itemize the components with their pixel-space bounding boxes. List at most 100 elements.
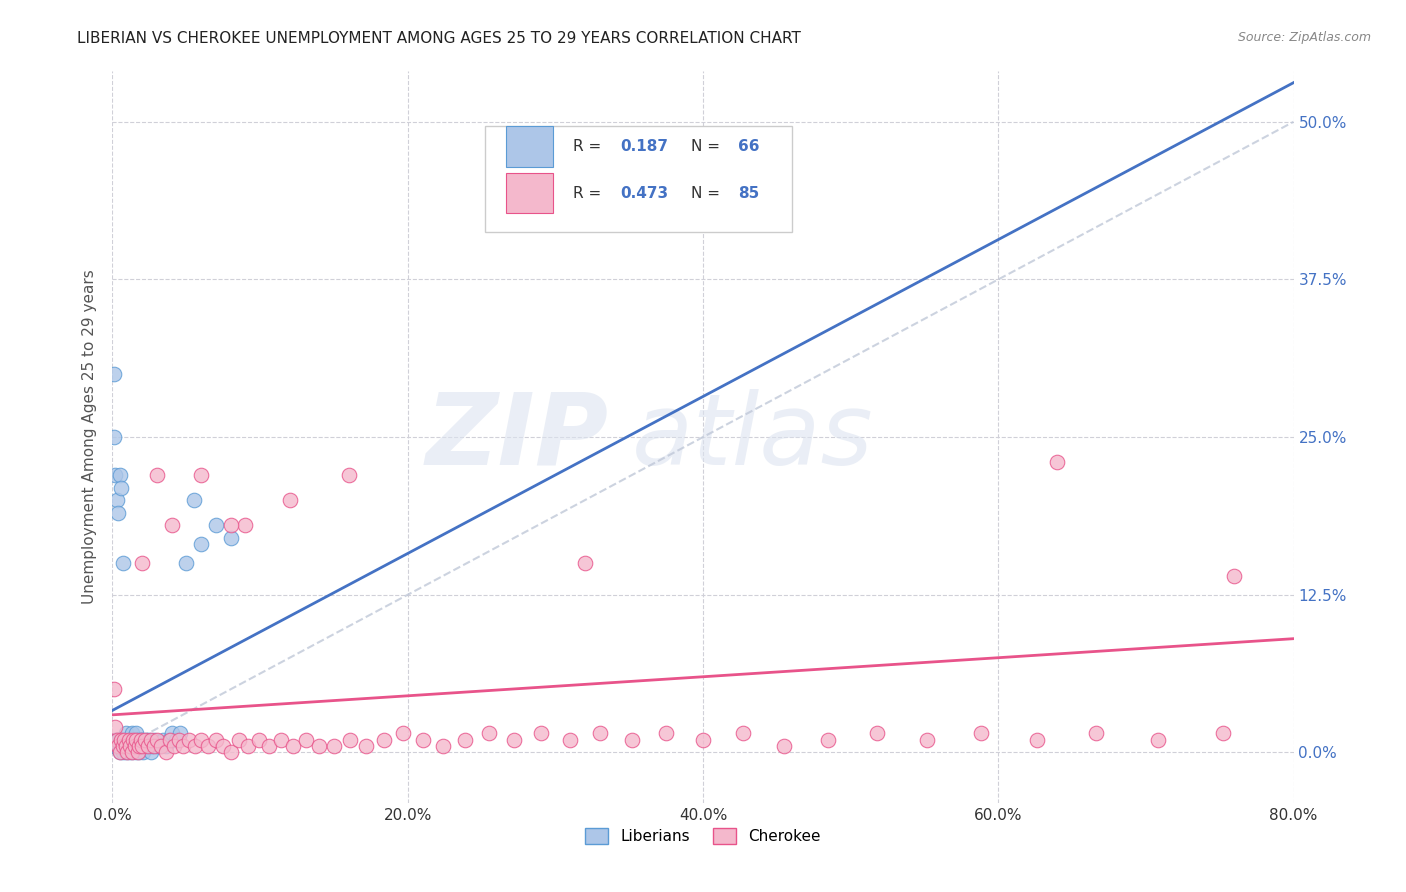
- Point: [114, 745, 136, 759]
- Point: [167, 732, 190, 747]
- FancyBboxPatch shape: [485, 126, 792, 232]
- Point: [121, 745, 143, 759]
- Point: [112, 732, 135, 747]
- Point: [969, 726, 991, 740]
- Point: [112, 739, 135, 753]
- Point: [107, 739, 129, 753]
- Point: [117, 732, 138, 747]
- Point: [392, 726, 415, 740]
- Point: [184, 739, 207, 753]
- Point: [257, 739, 280, 753]
- Point: [247, 732, 270, 747]
- Text: 0.187: 0.187: [620, 139, 668, 154]
- Point: [136, 739, 159, 753]
- Point: [121, 726, 143, 740]
- Point: [917, 732, 939, 747]
- Point: [120, 739, 142, 753]
- Point: [337, 467, 360, 482]
- Point: [103, 367, 125, 381]
- Point: [103, 682, 125, 697]
- Point: [155, 745, 177, 759]
- Point: [432, 739, 454, 753]
- Point: [134, 739, 156, 753]
- Point: [356, 739, 378, 753]
- Point: [179, 732, 201, 747]
- Point: [125, 745, 148, 759]
- Text: 85: 85: [738, 186, 759, 201]
- Point: [163, 739, 186, 753]
- Point: [238, 739, 260, 753]
- Point: [117, 739, 138, 753]
- Point: [129, 732, 152, 747]
- Point: [132, 745, 155, 759]
- Point: [149, 739, 172, 753]
- Point: [478, 726, 501, 740]
- Point: [136, 739, 159, 753]
- Point: [127, 739, 149, 753]
- Point: [146, 739, 169, 753]
- Point: [197, 739, 219, 753]
- Point: [103, 739, 125, 753]
- Point: [150, 739, 173, 753]
- Point: [110, 732, 132, 747]
- Point: [339, 732, 361, 747]
- Point: [558, 732, 582, 747]
- Point: [118, 745, 141, 759]
- Point: [454, 732, 477, 747]
- Point: [120, 739, 142, 753]
- Point: [169, 726, 191, 740]
- Point: [270, 732, 292, 747]
- Point: [152, 732, 174, 747]
- Point: [118, 739, 141, 753]
- Point: [157, 732, 180, 747]
- Point: [107, 739, 129, 753]
- Point: [655, 726, 678, 740]
- Point: [111, 745, 134, 759]
- Point: [205, 732, 228, 747]
- Point: [146, 732, 169, 747]
- Point: [110, 732, 132, 747]
- Point: [773, 739, 796, 753]
- Point: [114, 726, 136, 740]
- Point: [139, 745, 162, 759]
- Point: [1223, 569, 1246, 583]
- Point: [219, 518, 242, 533]
- Text: 0.473: 0.473: [620, 186, 668, 201]
- Point: [190, 467, 212, 482]
- Legend: Liberians, Cherokee: Liberians, Cherokee: [579, 822, 827, 850]
- Point: [155, 739, 177, 753]
- Point: [121, 745, 143, 759]
- Point: [138, 732, 160, 747]
- Point: [105, 732, 128, 747]
- Point: [190, 537, 212, 551]
- Text: R =: R =: [574, 186, 606, 201]
- Point: [1146, 732, 1168, 747]
- Point: [111, 556, 134, 570]
- Point: [295, 732, 318, 747]
- Point: [308, 739, 330, 753]
- Point: [131, 739, 153, 753]
- Point: [574, 556, 596, 570]
- Point: [105, 493, 128, 508]
- Point: [1046, 455, 1069, 469]
- Point: [219, 531, 242, 545]
- Point: [503, 732, 526, 747]
- Point: [125, 732, 148, 747]
- Text: atlas: atlas: [633, 389, 873, 485]
- Point: [183, 493, 205, 508]
- Point: [131, 732, 153, 747]
- Point: [128, 739, 150, 753]
- Point: [619, 140, 641, 154]
- Point: [212, 739, 235, 753]
- Point: [122, 739, 145, 753]
- Text: R =: R =: [574, 139, 606, 154]
- Point: [107, 506, 129, 520]
- Point: [104, 739, 127, 753]
- Point: [122, 732, 145, 747]
- Point: [278, 493, 301, 508]
- Point: [111, 739, 134, 753]
- Point: [108, 745, 131, 759]
- Point: [692, 732, 714, 747]
- Point: [165, 732, 187, 747]
- Point: [205, 518, 228, 533]
